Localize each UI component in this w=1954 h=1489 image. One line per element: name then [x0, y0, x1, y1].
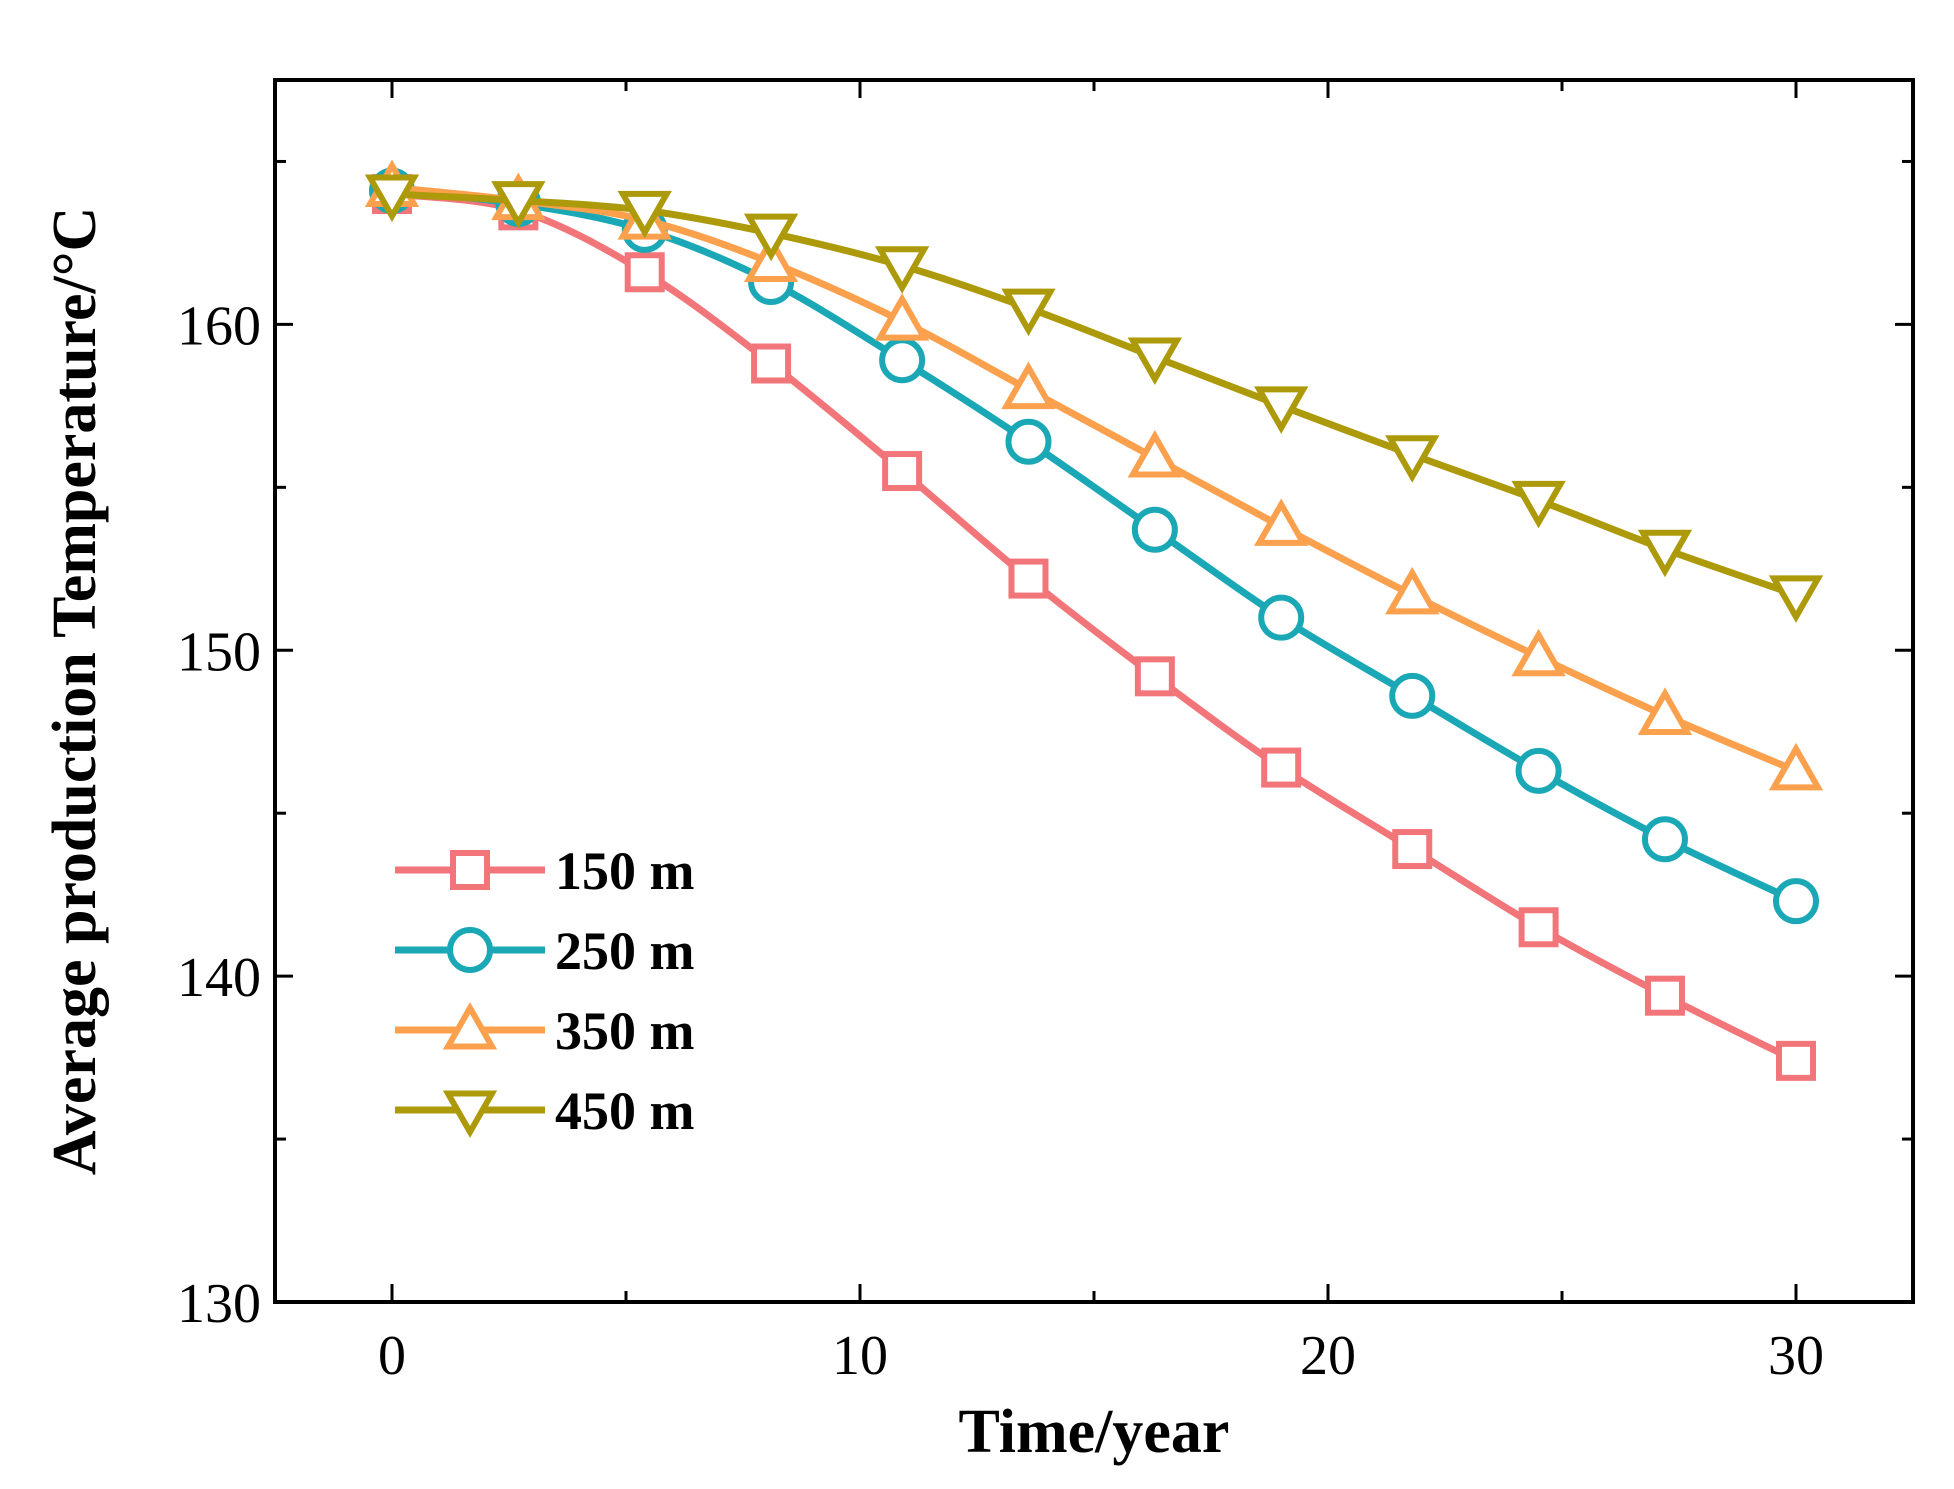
series-line	[391, 184, 1798, 775]
data-point	[743, 213, 799, 262]
data-point	[874, 293, 930, 341]
x-tick-label: 0	[378, 1325, 406, 1387]
legend-entry: 150 m	[395, 841, 695, 901]
data-point	[1392, 829, 1433, 870]
legend-entry: 450 m	[395, 1081, 695, 1141]
legend-marker	[442, 1090, 498, 1139]
data-point	[1776, 1040, 1816, 1081]
x-tick-label: 20	[1300, 1325, 1356, 1387]
data-point	[1385, 566, 1440, 615]
legend-marker	[450, 850, 490, 890]
data-point	[1001, 288, 1056, 337]
data-point	[1127, 337, 1183, 386]
x-tick-label: 30	[1768, 1325, 1824, 1387]
data-point	[491, 181, 546, 229]
data-point	[1254, 498, 1309, 546]
series-250m	[369, 167, 1819, 925]
data-point	[1008, 558, 1049, 599]
data-point	[1511, 628, 1566, 677]
data-point	[874, 246, 930, 294]
data-point	[1518, 907, 1559, 948]
data-point	[1641, 816, 1688, 863]
x-tick-label: 10	[832, 1325, 888, 1387]
data-point	[364, 174, 420, 223]
data-point	[882, 451, 923, 492]
series-450m	[364, 174, 1824, 623]
data-point	[751, 343, 792, 384]
data-point	[1134, 656, 1175, 697]
data-point	[1001, 361, 1056, 410]
legend-label: 350 m	[555, 1001, 695, 1061]
data-point	[1644, 975, 1685, 1016]
series-line	[391, 187, 1798, 905]
x-axis-title: Time/year	[959, 1398, 1230, 1466]
data-point	[1254, 386, 1309, 434]
data-point	[1637, 687, 1693, 735]
legend-entry: 350 m	[395, 1001, 695, 1061]
data-point	[1127, 429, 1183, 478]
legend-label: 150 m	[555, 841, 695, 901]
legend-label: 250 m	[555, 921, 695, 981]
data-point	[1389, 672, 1436, 719]
data-point	[1258, 594, 1305, 641]
legend-label: 450 m	[555, 1081, 695, 1141]
y-axis-title: Average production Temperature/°C	[41, 207, 109, 1176]
legend-entry: 250 m	[395, 921, 695, 981]
data-point	[879, 337, 926, 384]
series-line	[391, 190, 1798, 599]
data-point	[1768, 575, 1824, 623]
data-point	[1515, 747, 1562, 794]
plot-area-frame	[273, 78, 1915, 1304]
data-point	[1131, 506, 1178, 553]
y-tick-label: 150	[177, 621, 261, 683]
y-tick-label: 140	[177, 947, 261, 1009]
legend-marker	[447, 927, 493, 973]
data-point	[1005, 418, 1052, 465]
data-point	[1773, 878, 1819, 925]
data-point	[1511, 480, 1566, 529]
y-tick-label: 130	[177, 1273, 261, 1335]
data-point	[624, 252, 665, 293]
legend-marker	[442, 1001, 498, 1050]
data-point	[1385, 435, 1440, 483]
series-350m	[364, 159, 1824, 791]
data-point	[1261, 747, 1302, 788]
data-point	[617, 190, 672, 239]
data-point	[1637, 529, 1693, 578]
data-point	[1768, 742, 1824, 791]
y-tick-label: 160	[177, 295, 261, 357]
